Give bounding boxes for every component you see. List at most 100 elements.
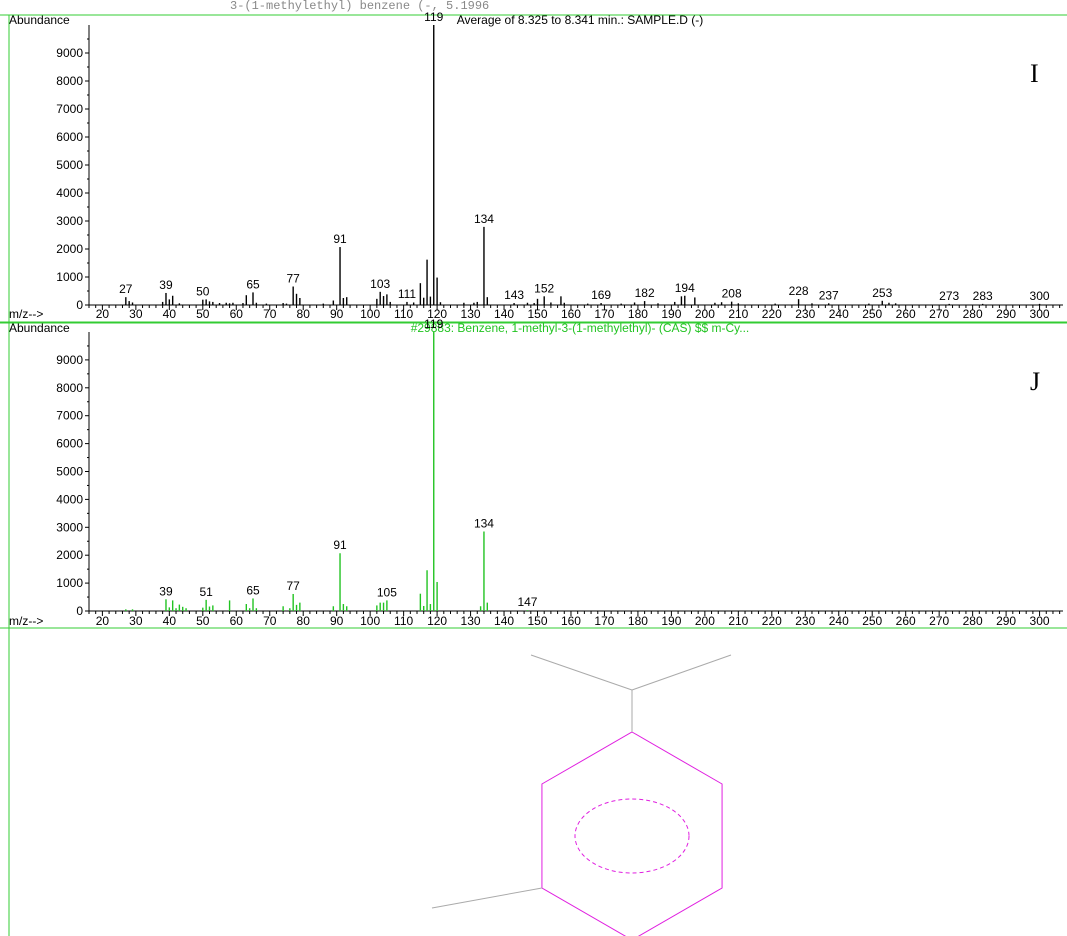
x-tick-label: 270 (929, 614, 949, 628)
x-tick-label: 90 (330, 614, 344, 628)
peak-label: 119 (424, 317, 443, 331)
peak-label: 77 (286, 579, 300, 593)
x-tick-label: 240 (829, 614, 849, 628)
x-tick-label: 50 (196, 614, 210, 628)
x-tick-label: 100 (360, 614, 380, 628)
x-tick-label: 70 (263, 614, 277, 628)
peak-label: 228 (789, 284, 809, 298)
header-text: 3-(1-methylethyl) benzene (-, 5.1996 (230, 0, 489, 13)
y-tick-label: 1000 (56, 270, 83, 284)
y-tick-label: 9000 (56, 46, 83, 60)
peak-label: 105 (377, 585, 397, 599)
y-tick-label: 3000 (56, 214, 83, 228)
peak-label: 50 (196, 285, 210, 299)
peak-label: 65 (246, 277, 260, 291)
x-tick-label: 110 (394, 307, 413, 321)
x-tick-label: 200 (695, 307, 715, 321)
molecule-structure (431, 654, 732, 936)
x-tick-label: 120 (427, 307, 447, 321)
spectrum-panel-J: Abundance #29883: Benzene, 1-methyl-3-(1-… (0, 317, 1067, 629)
y-tick-label: 2000 (56, 548, 83, 562)
y-axis-label: Abundance (9, 321, 70, 335)
x-tick-label: 280 (963, 614, 983, 628)
benzene-ring (541, 731, 723, 936)
x-tick-label: 190 (661, 307, 681, 321)
peak-label: 253 (872, 286, 892, 300)
x-tick-label: 130 (461, 614, 481, 628)
x-tick-label: 210 (728, 614, 748, 628)
x-tick-label: 80 (297, 614, 311, 628)
x-tick-label: 100 (360, 307, 380, 321)
y-tick-label: 8000 (56, 381, 83, 395)
x-tick-label: 300 (1030, 614, 1050, 628)
x-tick-label: 140 (494, 307, 514, 321)
y-tick-label: 4000 (56, 492, 83, 506)
peak-label: 182 (635, 286, 655, 300)
x-tick-label: 40 (163, 307, 177, 321)
panel-label: J (1030, 367, 1040, 396)
x-tick-label: 230 (795, 307, 815, 321)
x-axis-label: m/z--> (9, 614, 43, 628)
x-tick-label: 110 (394, 614, 413, 628)
x-tick-label: 250 (862, 307, 882, 321)
peak-label: 169 (591, 288, 611, 302)
y-tick-label: 6000 (56, 130, 83, 144)
peak-label: 143 (504, 288, 524, 302)
x-tick-label: 220 (762, 614, 782, 628)
peak-label: 208 (722, 287, 742, 301)
peak-label: 119 (424, 10, 443, 24)
x-tick-label: 260 (896, 614, 916, 628)
spectrum-title: #29883: Benzene, 1-methyl-3-(1-methyleth… (411, 321, 750, 335)
x-tick-label: 240 (829, 307, 849, 321)
methyl-bond (431, 887, 543, 909)
x-tick-label: 70 (263, 307, 277, 321)
peak-label: 237 (819, 288, 839, 302)
x-tick-label: 300 (1030, 307, 1050, 321)
y-tick-label: 4000 (56, 186, 83, 200)
x-tick-label: 280 (963, 307, 983, 321)
y-tick-label: 9000 (56, 353, 83, 367)
x-axis-label: m/z--> (9, 307, 43, 321)
x-tick-label: 30 (129, 614, 143, 628)
y-tick-label: 5000 (56, 465, 83, 479)
x-tick-label: 210 (728, 307, 748, 321)
x-tick-label: 40 (163, 614, 177, 628)
peak-label: 27 (119, 282, 133, 296)
y-tick-label: 5000 (56, 158, 83, 172)
peak-label: 134 (474, 212, 494, 226)
peak-label: 152 (534, 281, 554, 295)
x-tick-label: 120 (427, 614, 447, 628)
y-tick-label: 0 (76, 604, 83, 618)
x-tick-label: 220 (762, 307, 782, 321)
x-tick-label: 160 (561, 614, 581, 628)
methyl-bond (631, 654, 732, 691)
x-tick-label: 150 (527, 614, 547, 628)
y-tick-label: 1000 (56, 576, 83, 590)
panel-label: I (1030, 59, 1039, 88)
x-tick-label: 20 (96, 307, 110, 321)
peak-label: 103 (370, 277, 390, 291)
x-tick-label: 150 (527, 307, 547, 321)
x-tick-label: 60 (230, 307, 244, 321)
x-tick-label: 290 (996, 614, 1016, 628)
x-tick-label: 160 (561, 307, 581, 321)
x-tick-label: 90 (330, 307, 344, 321)
y-tick-label: 2000 (56, 242, 83, 256)
y-tick-label: 3000 (56, 520, 83, 534)
peak-label: 51 (199, 585, 213, 599)
x-tick-label: 230 (795, 614, 815, 628)
peak-label: 134 (474, 516, 494, 530)
peak-label: 91 (333, 232, 347, 246)
y-tick-label: 7000 (56, 102, 83, 116)
peak-label: 91 (333, 538, 347, 552)
x-tick-label: 60 (230, 614, 244, 628)
x-tick-label: 180 (628, 614, 648, 628)
x-tick-label: 170 (594, 614, 614, 628)
peak-label: 77 (286, 272, 300, 286)
y-tick-label: 7000 (56, 409, 83, 423)
y-tick-label: 6000 (56, 437, 83, 451)
spectrum-title: Average of 8.325 to 8.341 min.: SAMPLE.D… (457, 13, 704, 27)
methyl-bond (530, 654, 633, 691)
x-tick-label: 250 (862, 614, 882, 628)
